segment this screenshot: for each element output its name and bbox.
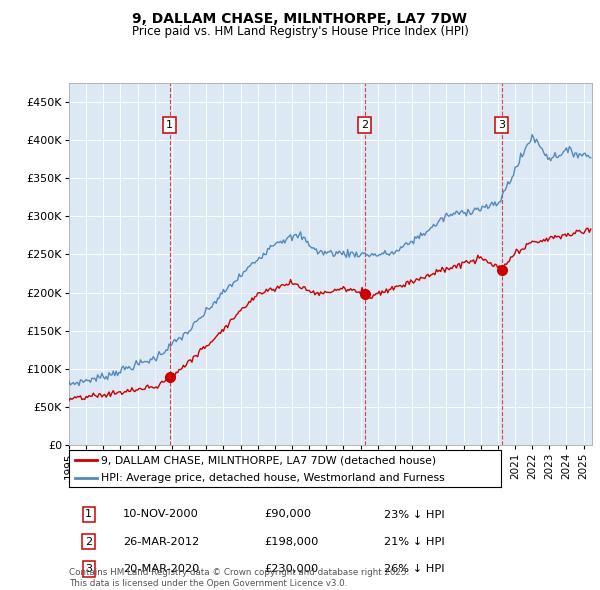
Text: 1: 1 [85,510,92,519]
Text: £230,000: £230,000 [264,564,318,573]
Text: 23% ↓ HPI: 23% ↓ HPI [384,510,445,519]
Text: £90,000: £90,000 [264,510,311,519]
Text: Contains HM Land Registry data © Crown copyright and database right 2025.
This d: Contains HM Land Registry data © Crown c… [69,568,409,588]
Text: 2: 2 [85,537,92,546]
Text: 2: 2 [361,120,368,130]
Text: Price paid vs. HM Land Registry's House Price Index (HPI): Price paid vs. HM Land Registry's House … [131,25,469,38]
Text: 26-MAR-2012: 26-MAR-2012 [123,537,199,546]
Text: 10-NOV-2000: 10-NOV-2000 [123,510,199,519]
Text: 3: 3 [85,564,92,573]
Text: 9, DALLAM CHASE, MILNTHORPE, LA7 7DW: 9, DALLAM CHASE, MILNTHORPE, LA7 7DW [133,12,467,26]
Text: 1: 1 [166,120,173,130]
Text: 26% ↓ HPI: 26% ↓ HPI [384,564,445,573]
Text: 20-MAR-2020: 20-MAR-2020 [123,564,199,573]
Text: £198,000: £198,000 [264,537,319,546]
Text: HPI: Average price, detached house, Westmorland and Furness: HPI: Average price, detached house, West… [101,473,445,483]
Text: 21% ↓ HPI: 21% ↓ HPI [384,537,445,546]
Text: 9, DALLAM CHASE, MILNTHORPE, LA7 7DW (detached house): 9, DALLAM CHASE, MILNTHORPE, LA7 7DW (de… [101,455,437,465]
Text: 3: 3 [498,120,505,130]
